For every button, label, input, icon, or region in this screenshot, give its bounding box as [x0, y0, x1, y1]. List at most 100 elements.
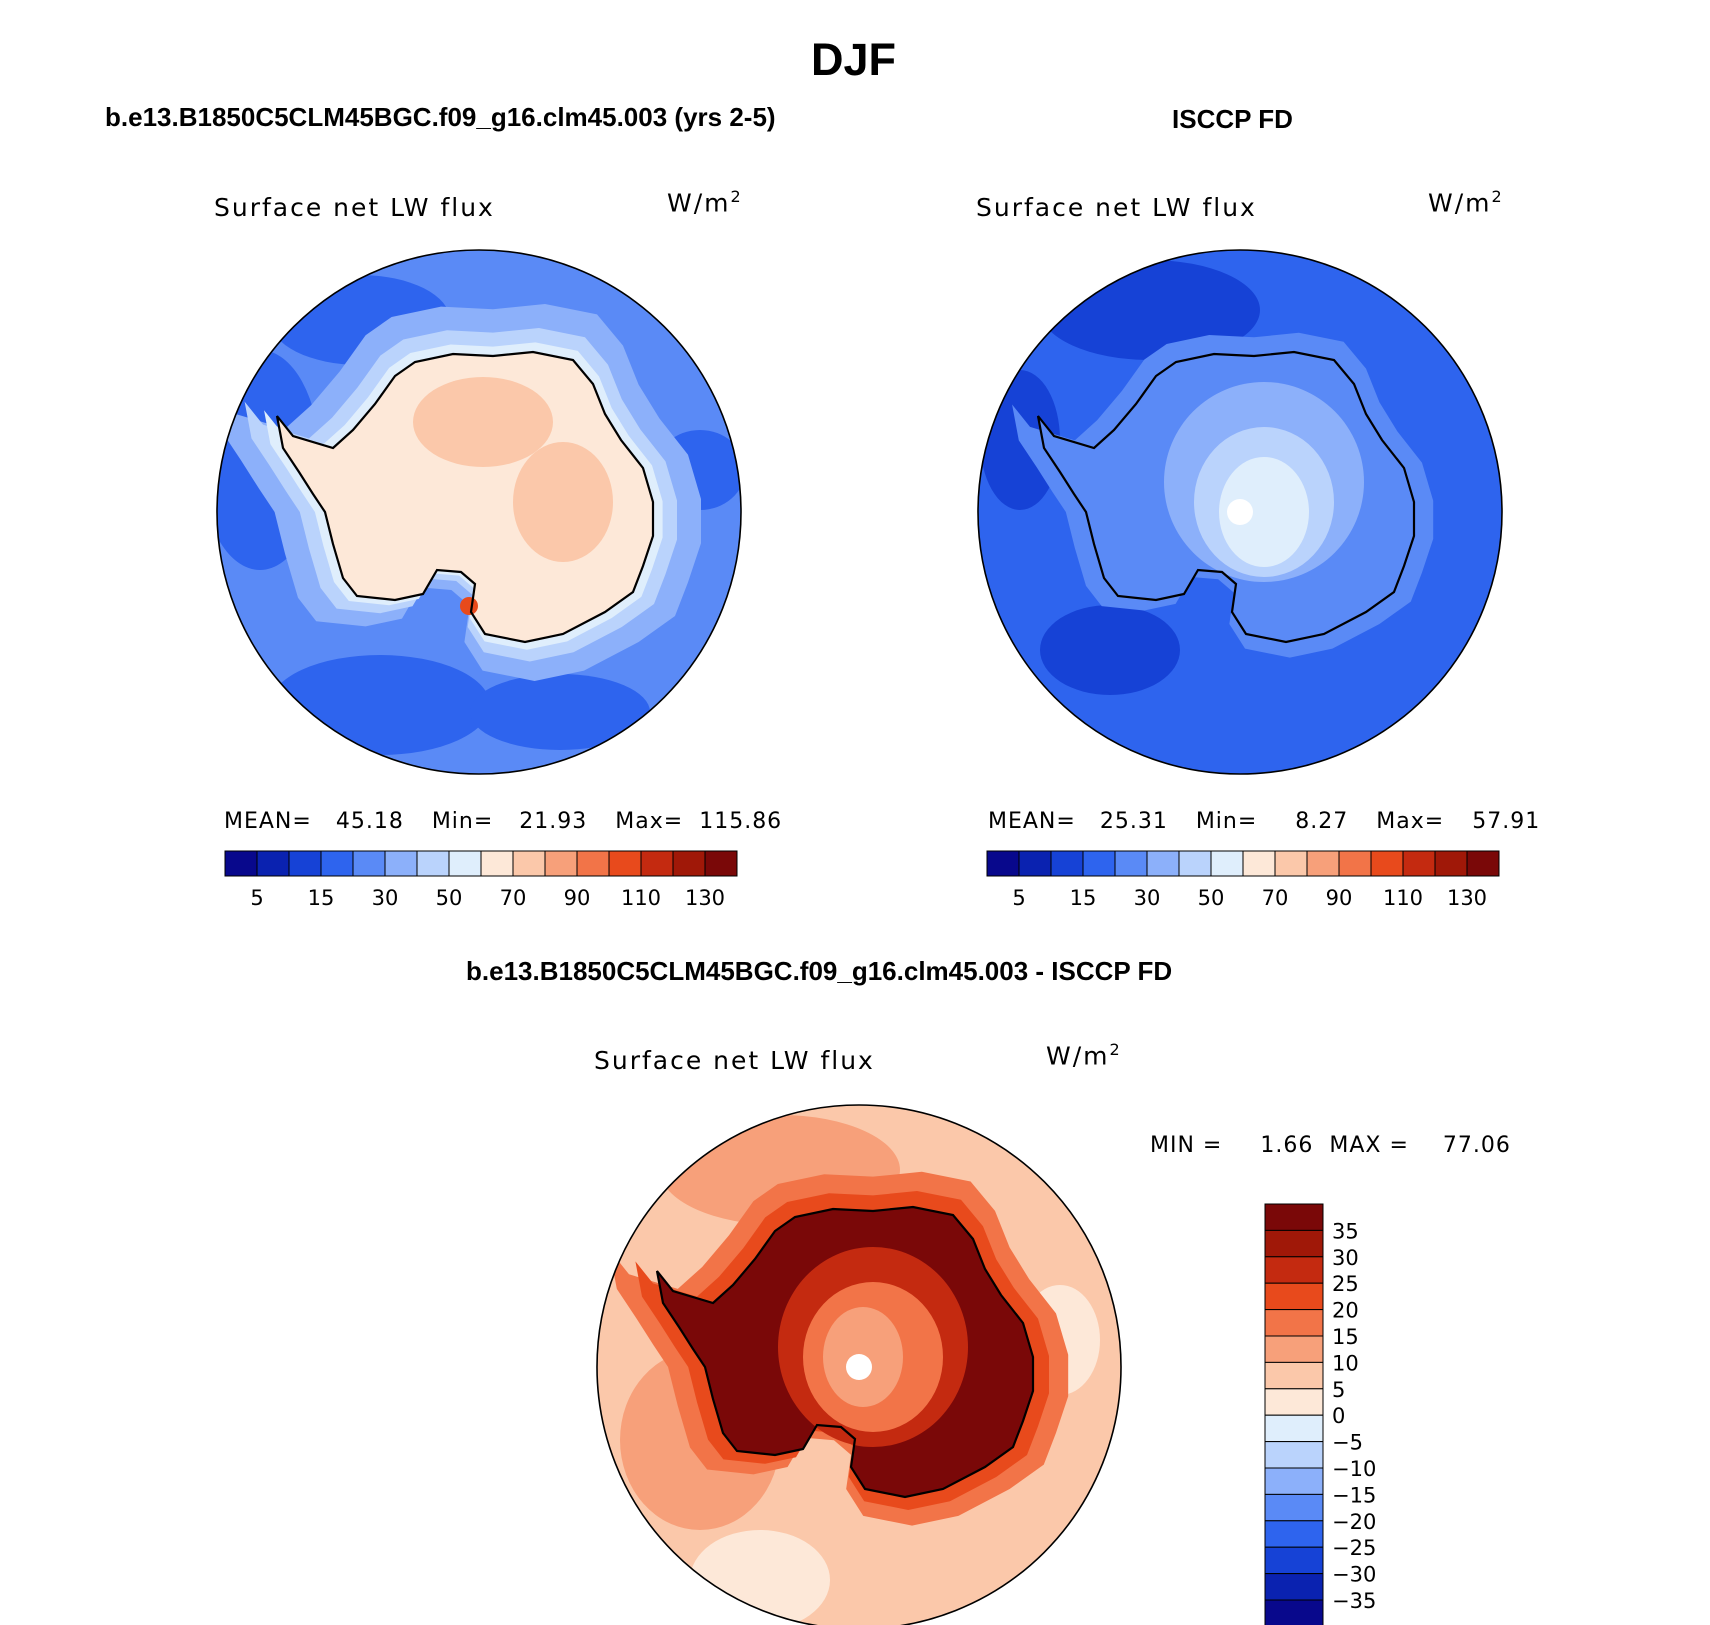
diff-colorbar-swatch [1264, 1361, 1324, 1390]
panel-2-mean-value: 25.31 [1099, 809, 1168, 834]
diff-panel-title: b.e13.B1850C5CLM45BGC.f09_g16.clm45.003 … [466, 956, 1173, 986]
panel-2-colorbar-swatch [1242, 850, 1276, 877]
page-title: DJF [811, 34, 897, 85]
panel-2-colorbar-tick-label: 5 [1012, 886, 1025, 910]
diff-colorbar-tick-label: −25 [1332, 1536, 1376, 1560]
diff-colorbar-swatch [1264, 1203, 1324, 1231]
panel-2-colorbar-swatch [1178, 850, 1212, 877]
diff-colorbar-tick-label: −5 [1332, 1431, 1363, 1455]
panel-2-pole-hole [1227, 499, 1253, 525]
panel-1-colorbar-swatch [448, 850, 482, 877]
panel-1-units-exponent: 2 [730, 187, 743, 206]
diff-colorbar-swatch [1264, 1309, 1324, 1337]
panel-2-map [977, 249, 1503, 775]
diff-max-label: MAX = [1329, 1133, 1409, 1158]
panel-1-colorbar-swatch [672, 850, 706, 877]
diff-colorbar-swatch [1264, 1335, 1324, 1363]
panel-2-colorbar-tick-label: 110 [1383, 886, 1423, 910]
diff-panel-map [596, 1104, 1122, 1625]
panel-2-colorbar-swatch [986, 850, 1020, 877]
diff-colorbar-swatch [1264, 1546, 1324, 1575]
panel-1-colorbar-tick-label: 50 [436, 886, 463, 910]
panel-1-colorbar-swatch [288, 850, 322, 877]
panel-2-variable-label: Surface net LW flux [976, 193, 1257, 222]
panel-2-colorbar-tick-label: 70 [1262, 886, 1289, 910]
panel-2-colorbar-swatch [1402, 850, 1436, 877]
diff-colorbar-tick-label: 5 [1332, 1378, 1345, 1402]
diff-colorbar-swatch [1264, 1573, 1324, 1601]
diff-panel-units-exponent: 2 [1109, 1040, 1122, 1059]
panel-1-colorbar-tick-label: 70 [500, 886, 527, 910]
panel-2-colorbar-swatch [1050, 850, 1084, 877]
panel-1-colorbar-tick-label: 110 [621, 886, 661, 910]
panel-2-colorbar-swatch [1114, 850, 1148, 877]
panel-1-colorbar-swatch [320, 850, 354, 877]
panel-1-plateau-warm-1 [413, 377, 553, 467]
panel-1-ross-hotspot [460, 597, 478, 615]
panel-1-mean-label: MEAN= [224, 809, 312, 834]
panel-1-colorbar-swatch [384, 850, 418, 877]
panel-2-max-value: 57.91 [1472, 809, 1541, 834]
diff-colorbar-swatch [1264, 1229, 1324, 1258]
diff-colorbar-tick-label: 20 [1332, 1299, 1359, 1323]
diff-colorbar-tick-label: 35 [1332, 1219, 1359, 1243]
panel-2-mean-label: MEAN= [988, 809, 1076, 834]
panel-1-colorbar-swatch [256, 850, 290, 877]
panel-2-colorbar-swatch [1018, 850, 1052, 877]
panel-1-mean-value: 45.18 [335, 809, 404, 834]
panel-2-colorbar-tick-label: 15 [1070, 886, 1097, 910]
panel-1-colorbar-swatch [512, 850, 546, 877]
panel-1-colorbar-swatch [704, 850, 738, 877]
diff-colorbar-swatch [1264, 1414, 1324, 1443]
panel-1-colorbar-tick-label: 15 [308, 886, 335, 910]
panel-1-stats: MEAN= 45.18 Min= 21.93 Max= 115.86 [224, 809, 782, 834]
diff-colorbar-swatch [1264, 1599, 1324, 1625]
diff-colorbar-swatch [1264, 1493, 1324, 1522]
diff-panel-stats: MIN = 1.66 MAX = 77.06 [1150, 1133, 1511, 1158]
panel-1-colorbar-swatch [480, 850, 514, 877]
panel-1-colorbar-tick-label: 130 [685, 886, 725, 910]
panel-1-max-label: Max= [615, 809, 684, 834]
panel-1-units-base: W/m [667, 188, 731, 218]
panel-2-colorbar-swatch [1466, 850, 1500, 877]
panel-2-colorbar-swatch [1146, 850, 1180, 877]
panel-2-colorbar-swatch [1274, 850, 1308, 877]
panel-1-map-border [216, 249, 742, 775]
panel-1-units: W/m2 [667, 187, 743, 217]
panel-2-colorbar-swatch [1082, 850, 1116, 877]
panel-2-colorbar-swatch [1370, 850, 1404, 877]
diff-colorbar-tick-label: −35 [1332, 1589, 1376, 1613]
panel-2-min-label: Min= [1195, 809, 1258, 834]
diff-panel-variable-label: Surface net LW flux [594, 1046, 875, 1075]
panel-2-colorbar-tick-label: 130 [1447, 886, 1487, 910]
panel-2-colorbar: 5 15 30 50 70 90 110 130 [986, 850, 1500, 910]
panel-1-colorbar-tick-label: 30 [372, 886, 399, 910]
panel-1-min-label: Min= [431, 809, 494, 834]
panel-1-variable-label: Surface net LW flux [214, 193, 495, 222]
diff-colorbar-tick-label: −10 [1332, 1457, 1376, 1481]
panel-2-max-label: Max= [1376, 809, 1445, 834]
panel-1-colorbar-tick-label: 5 [250, 886, 263, 910]
panel-1-colorbar-swatch [576, 850, 610, 877]
diff-colorbar-swatch [1264, 1520, 1324, 1548]
panel-2-map-border [977, 249, 1503, 775]
panel-2-colorbar-swatch [1338, 850, 1372, 877]
diff-colorbar-swatch [1264, 1467, 1324, 1495]
panel-1-south-ocean-blob-2 [470, 674, 650, 750]
diff-colorbar-swatch [1264, 1256, 1324, 1284]
panel-2-units-base: W/m [1428, 188, 1492, 218]
panel-1-colorbar-swatch [640, 850, 674, 877]
panel-1-map [216, 249, 742, 775]
panel-1-colorbar: 5 15 30 50 70 90 110 130 [224, 850, 738, 910]
panel-1-max-value: 115.86 [699, 809, 783, 834]
panel-2-colorbar-tick-label: 50 [1198, 886, 1225, 910]
panel-2-colorbar-swatch [1434, 850, 1468, 877]
panel-2-units-exponent: 2 [1491, 187, 1504, 206]
panel-2-colorbar-swatch [1306, 850, 1340, 877]
panel-2-stats: MEAN= 25.31 Min= 8.27 Max= 57.91 [988, 809, 1540, 834]
diff-panel-units: W/m2 [1046, 1040, 1122, 1070]
diff-colorbar-tick-label: −20 [1332, 1510, 1376, 1534]
diff-colorbar-tick-label: 15 [1332, 1325, 1359, 1349]
diff-map-border [596, 1104, 1122, 1625]
diff-colorbar-swatch [1264, 1441, 1324, 1469]
